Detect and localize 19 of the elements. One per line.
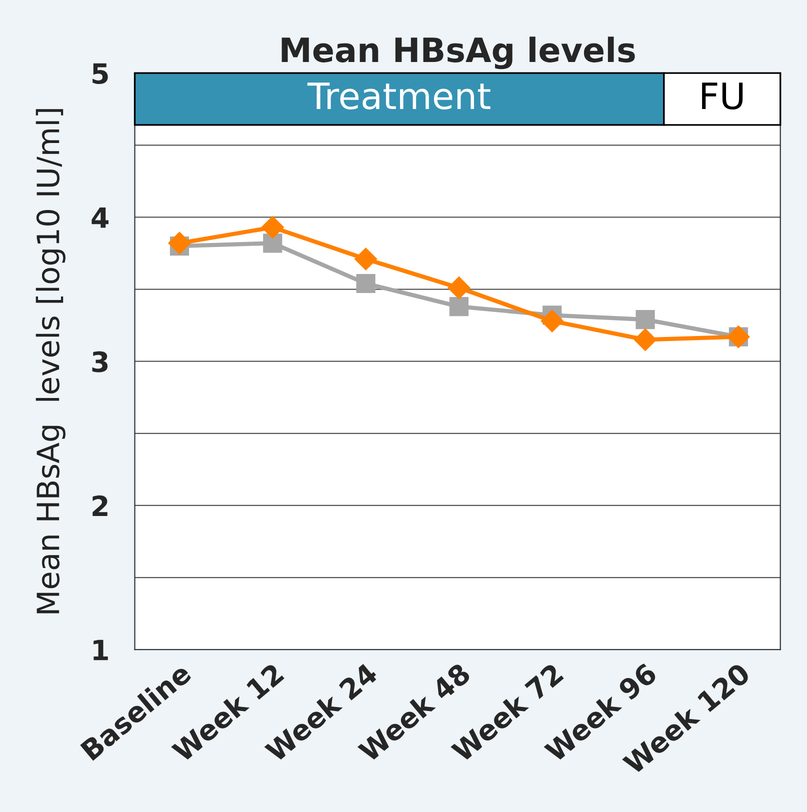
y-tick-label: 3	[92, 351, 108, 372]
point	[354, 248, 378, 270]
point	[540, 310, 564, 332]
point	[636, 310, 655, 330]
y-tick-label: 5	[92, 63, 108, 84]
y-axis-title: Mean HBsAg levels [log10 IU/ml]	[36, 109, 66, 614]
y-tick-label: 1	[94, 640, 108, 660]
chart-title: Mean HBsAg levels	[282, 36, 635, 70]
y-tick-label: 2	[92, 495, 108, 516]
annotation: FU	[702, 82, 743, 110]
annotation: Treatment	[307, 82, 490, 110]
point	[634, 328, 657, 352]
point	[448, 276, 470, 300]
point	[263, 234, 282, 253]
point	[261, 216, 284, 239]
point	[168, 232, 191, 254]
point	[356, 274, 376, 294]
y-tick-label: 4	[92, 208, 108, 228]
point	[449, 297, 469, 316]
